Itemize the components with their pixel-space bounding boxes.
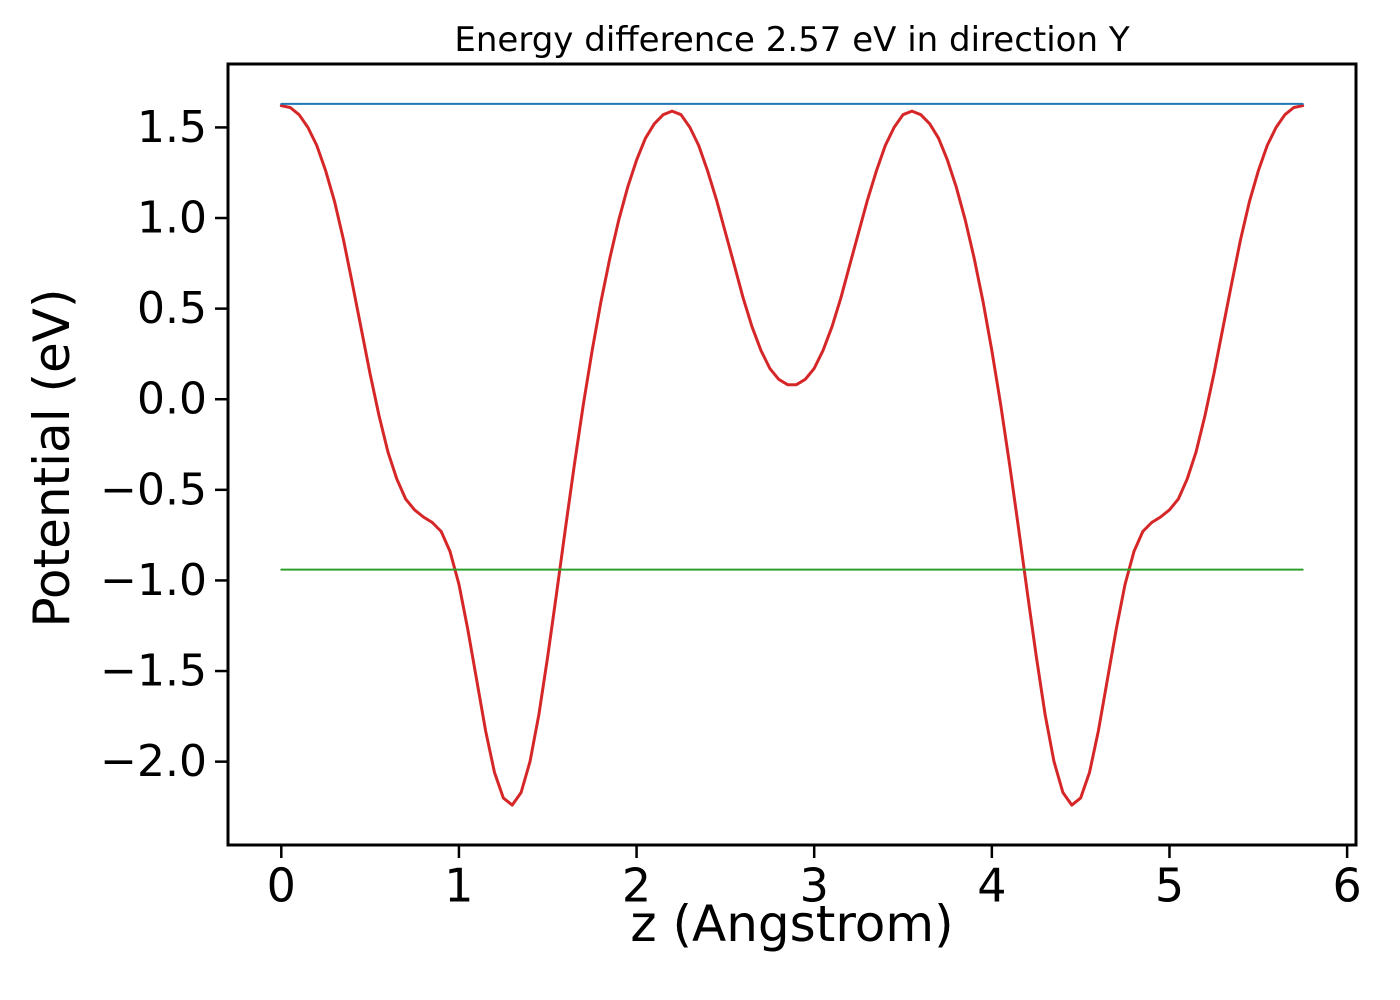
x-tick-label: 4	[977, 858, 1006, 912]
x-tick-label: 2	[622, 858, 651, 912]
y-tick-label: −2.0	[100, 736, 207, 787]
y-tick-label: −0.5	[100, 464, 207, 515]
y-tick-label: −1.5	[100, 646, 207, 697]
x-tick-label: 6	[1332, 858, 1361, 912]
x-tick-label: 5	[1155, 858, 1184, 912]
y-tick-label: 1.5	[137, 102, 207, 153]
chart-title: Energy difference 2.57 eV in direction Y	[454, 20, 1130, 60]
y-tick-label: 0.5	[137, 283, 207, 334]
x-tick-label: 3	[800, 858, 829, 912]
x-axis-label: z (Angstrom)	[630, 895, 954, 953]
axes-frame	[226, 62, 1358, 847]
x-tick-label: 0	[267, 858, 296, 912]
x-tick-label: 1	[444, 858, 473, 912]
y-tick-label: 1.0	[137, 193, 207, 244]
series-red-potential-curve	[279, 104, 1305, 807]
y-tick-label: −1.0	[100, 555, 207, 606]
y-tick-label: 0.0	[137, 374, 207, 425]
